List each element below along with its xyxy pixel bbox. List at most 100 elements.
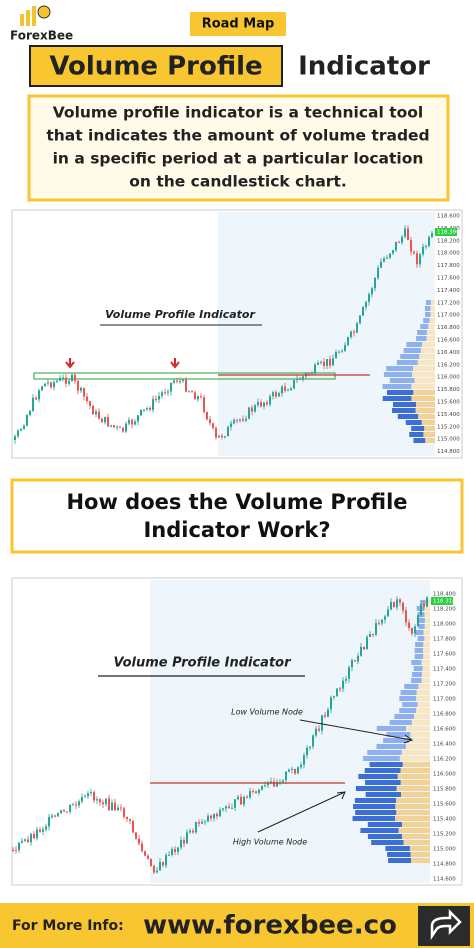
candle-body: [273, 781, 275, 787]
candle-body: [348, 667, 350, 679]
price-label: 118.600: [437, 214, 460, 220]
candle-body: [180, 839, 182, 848]
candle-body: [417, 615, 419, 627]
volume-row: [367, 750, 402, 755]
candle-body: [236, 419, 238, 421]
candle-body: [125, 423, 127, 432]
candle-body: [324, 715, 326, 717]
candle-body: [344, 345, 346, 352]
volume-row: [426, 330, 435, 335]
price-label: 118.200: [437, 238, 460, 244]
candle-body: [152, 399, 154, 410]
footer: [0, 903, 474, 948]
candle-body: [36, 829, 38, 839]
candle-body: [204, 821, 206, 823]
price-label: 115.400: [433, 817, 456, 823]
volume-row: [389, 378, 415, 383]
candle-body: [291, 768, 293, 770]
candle-body: [428, 237, 430, 246]
candle-body: [81, 797, 83, 802]
candle-body: [48, 817, 50, 827]
candle-body: [188, 391, 190, 393]
volume-row: [385, 846, 410, 851]
volume-row: [414, 654, 424, 659]
candle-body: [56, 380, 58, 382]
price-label: 114.600: [433, 877, 456, 883]
candle-body: [233, 419, 235, 424]
candle-body: [225, 806, 227, 809]
candle-body: [93, 791, 95, 801]
candle-body: [80, 387, 82, 391]
volume-row: [388, 858, 412, 863]
volume-row: [395, 804, 430, 809]
volume-row: [423, 648, 430, 653]
volume-row: [396, 798, 430, 803]
volume-row: [413, 438, 426, 443]
candle-body: [227, 426, 229, 437]
volume-row: [386, 390, 414, 395]
volume-row: [411, 372, 435, 377]
candle-body: [423, 604, 425, 607]
volume-row: [400, 354, 420, 359]
candle-body: [143, 409, 145, 411]
price-label: 115.200: [437, 424, 460, 430]
candle-body: [96, 799, 98, 801]
candle-body: [213, 813, 215, 819]
volume-row: [421, 420, 435, 425]
candle-body: [197, 396, 199, 400]
candle-body: [35, 397, 37, 400]
volume-row: [383, 738, 409, 743]
candle-body: [311, 373, 313, 375]
volume-row: [409, 432, 424, 437]
volume-row: [423, 318, 430, 323]
description-line: on the candlestick chart.: [129, 173, 347, 191]
candle-body: [38, 390, 40, 400]
volume-row: [417, 360, 435, 365]
candle-body: [357, 655, 359, 662]
candle-body: [132, 820, 134, 833]
candle-body: [239, 419, 241, 421]
candle-body: [194, 392, 196, 400]
candle-body: [402, 602, 404, 611]
candle-body: [221, 435, 223, 438]
volume-row: [411, 720, 430, 725]
candle-body: [32, 397, 34, 411]
candle-body: [164, 392, 166, 394]
volume-row: [411, 678, 422, 683]
candle-body: [44, 383, 46, 387]
volume-row: [425, 300, 431, 305]
candle-body: [50, 382, 52, 388]
candle-body: [312, 735, 314, 747]
candle-body: [269, 396, 271, 405]
candle-body: [150, 858, 152, 866]
candle-body: [104, 416, 106, 423]
candle-body: [294, 768, 296, 774]
candle-body: [24, 839, 26, 841]
candle-body: [84, 796, 86, 798]
candle-body: [431, 233, 433, 238]
candle-body: [116, 426, 118, 428]
volume-row: [369, 762, 403, 767]
candle-body: [339, 688, 341, 690]
candle-body: [341, 351, 343, 353]
candle-body: [12, 850, 14, 851]
volume-row: [364, 768, 401, 773]
footer-label: For More Info:: [12, 918, 124, 934]
price-label: 117.400: [433, 667, 456, 673]
candle-body: [66, 811, 68, 813]
volume-row: [392, 402, 417, 407]
price-label: 116.200: [437, 362, 460, 368]
candle-body: [201, 821, 203, 824]
candle-body: [381, 619, 383, 624]
candle-body: [54, 815, 56, 817]
footer-url[interactable]: www.forexbee.co: [143, 911, 397, 941]
title: Volume Profile: [49, 52, 262, 82]
level-zone: [33, 372, 336, 380]
candle-body: [123, 808, 125, 817]
price-label: 115.800: [437, 387, 460, 393]
candle-body: [258, 789, 260, 793]
volume-row: [423, 630, 430, 635]
candle-body: [134, 421, 136, 425]
candle-body: [416, 253, 418, 265]
current-price: 118.390: [437, 230, 460, 236]
